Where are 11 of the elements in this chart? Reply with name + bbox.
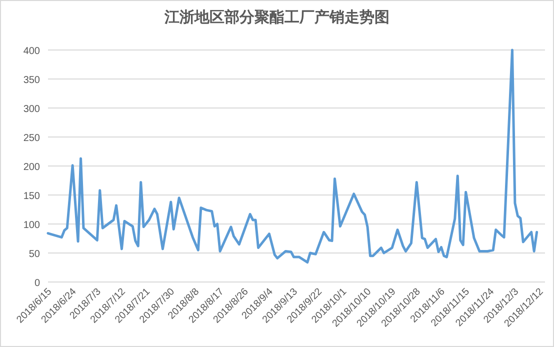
y-tick-label: 50 (28, 249, 40, 260)
y-tick-label: 200 (23, 162, 40, 173)
y-tick-label: 300 (23, 104, 40, 115)
y-tick-label: 400 (23, 46, 40, 57)
chart-title: 江浙地区部分聚酯工厂产销走势图 (164, 8, 390, 26)
line-series (46, 48, 538, 264)
y-tick-label: 0 (34, 278, 40, 289)
y-tick-label: 100 (23, 220, 40, 231)
y-tick-label: 250 (23, 133, 40, 144)
y-tick-label: 350 (23, 75, 40, 86)
y-tick-label: 150 (23, 191, 40, 202)
